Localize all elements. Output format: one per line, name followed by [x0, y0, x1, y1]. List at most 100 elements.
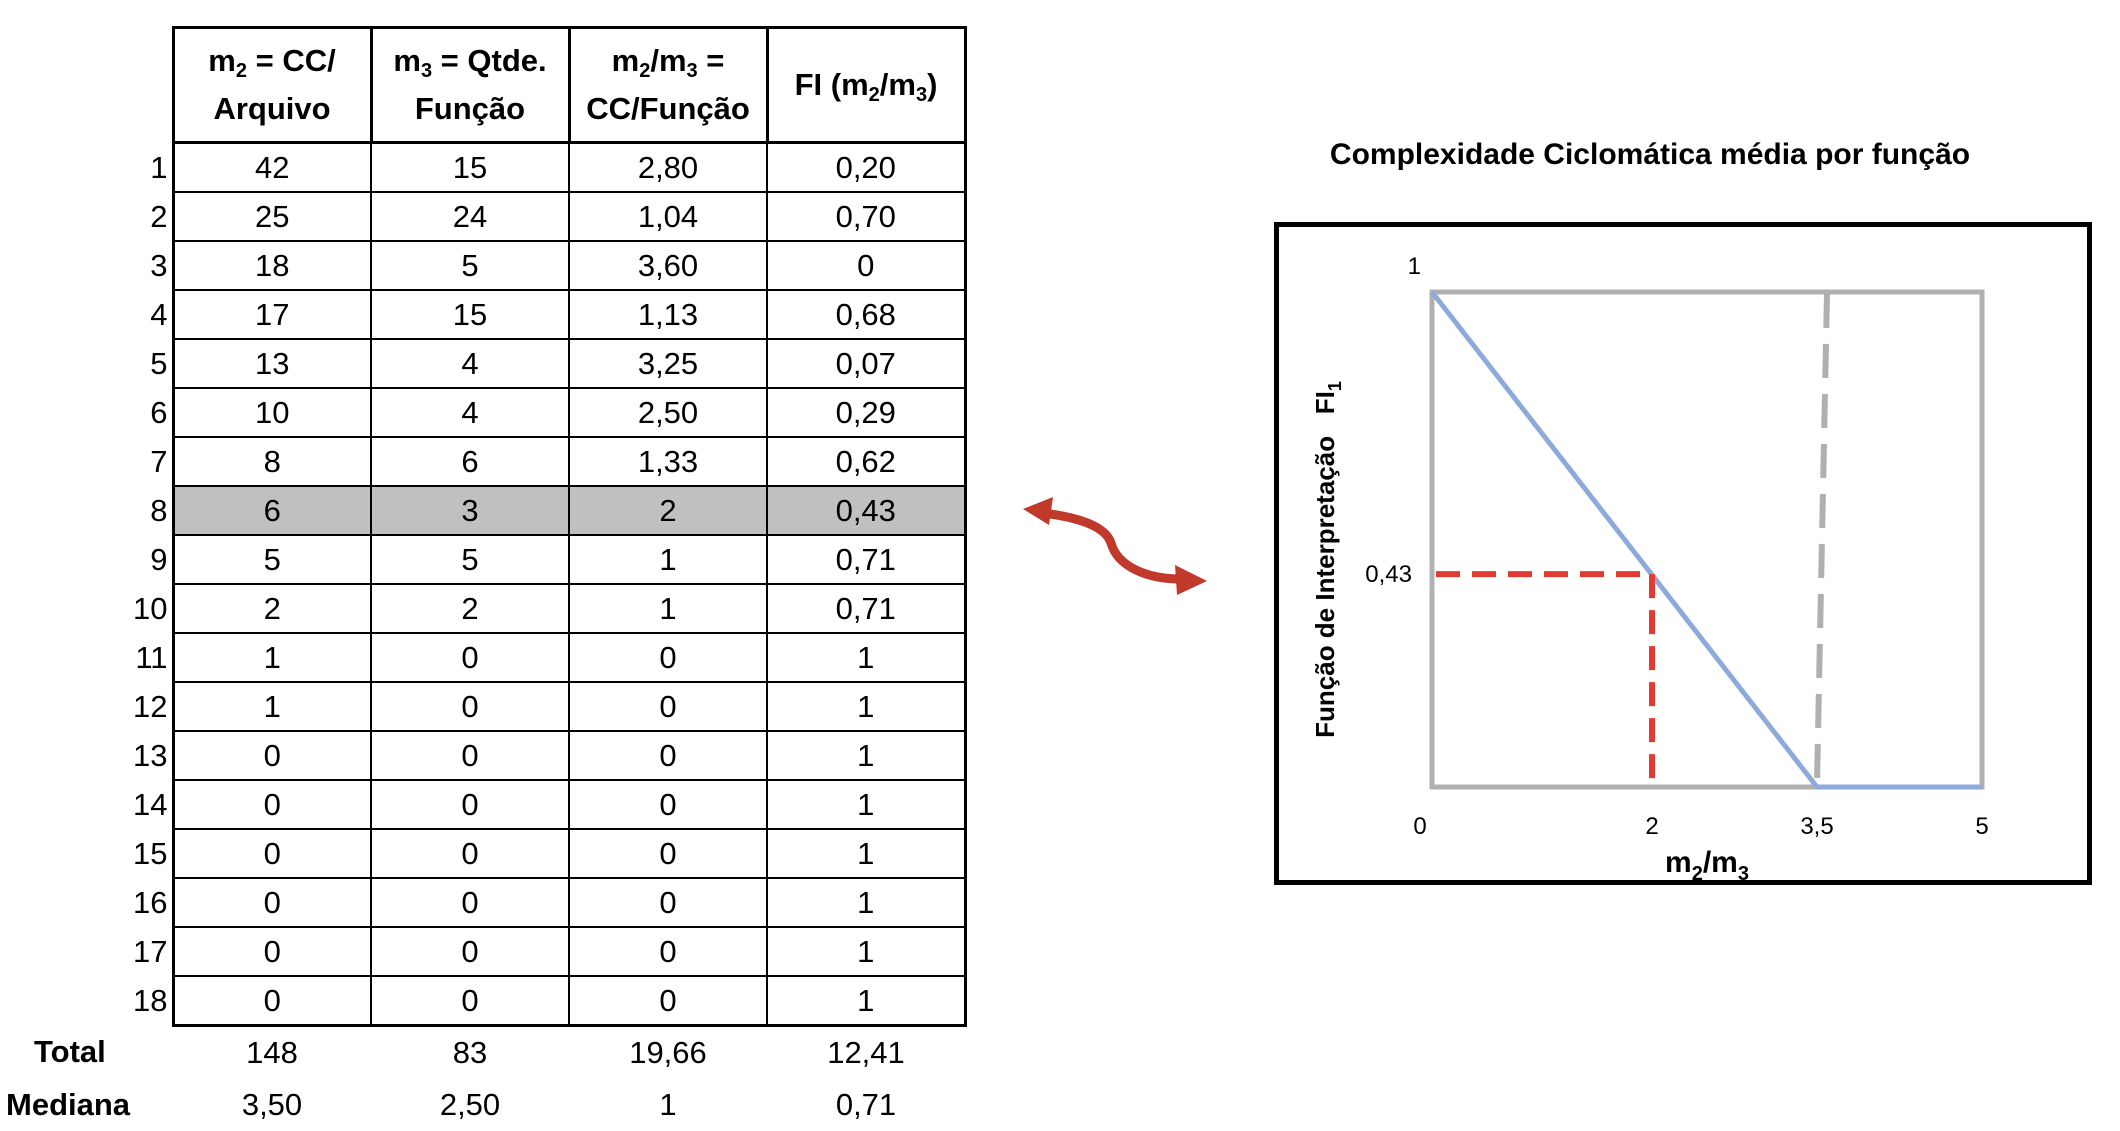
row-index: 6 — [0, 388, 173, 437]
table-cell: 1 — [767, 731, 965, 780]
row-index: 13 — [0, 731, 173, 780]
double-headed-arrow-icon — [1015, 495, 1215, 600]
footer-cell: 3,50 — [173, 1079, 371, 1131]
table-cell: 10 — [173, 388, 371, 437]
footer-cell: 2,50 — [371, 1079, 569, 1131]
x-tick-label: 3,5 — [1800, 813, 1833, 840]
table-cell: 0,29 — [767, 388, 965, 437]
table-cell: 17 — [173, 290, 371, 339]
table-cell: 0,71 — [767, 535, 965, 584]
table-cell: 1,33 — [569, 437, 767, 486]
row-index: 7 — [0, 437, 173, 486]
table-cell: 0 — [569, 878, 767, 927]
table-cell: 0,43 — [767, 486, 965, 535]
table-cell: 1 — [173, 682, 371, 731]
table-cell: 0 — [569, 829, 767, 878]
table-cell: 1 — [767, 927, 965, 976]
footer-label: Total — [0, 1026, 173, 1080]
row-index: 18 — [0, 976, 173, 1026]
table-cell: 0 — [371, 878, 569, 927]
table-cell: 8 — [173, 437, 371, 486]
table-cell: 3,25 — [569, 339, 767, 388]
footer-cell: 148 — [173, 1026, 371, 1080]
row-index: 11 — [0, 633, 173, 682]
table-cell: 15 — [371, 290, 569, 339]
table-cell: 0 — [569, 731, 767, 780]
table-cell: 0,71 — [767, 584, 965, 633]
threshold-dashed-line — [1817, 294, 1827, 783]
row-index: 8 — [0, 486, 173, 535]
table-cell: 0,20 — [767, 143, 965, 193]
table-cell: 0 — [371, 731, 569, 780]
table-cell: 0 — [371, 927, 569, 976]
table-cell: 0 — [173, 780, 371, 829]
table-cell: 1 — [173, 633, 371, 682]
table-cell: 0,70 — [767, 192, 965, 241]
table-cell: 6 — [371, 437, 569, 486]
table-cell: 15 — [371, 143, 569, 193]
arrow-head-left — [1023, 497, 1053, 525]
table-cell: 1 — [767, 878, 965, 927]
table-cell: 0 — [371, 976, 569, 1026]
row-index: 10 — [0, 584, 173, 633]
row-index: 1 — [0, 143, 173, 193]
table-cell: 2 — [371, 584, 569, 633]
footer-cell: 83 — [371, 1026, 569, 1080]
table-cell: 1 — [569, 535, 767, 584]
table-cell: 3,60 — [569, 241, 767, 290]
table-cell: 0 — [173, 927, 371, 976]
metrics-table: m2 = CC/ Arquivo m3 = Qtde. Função m2/m3… — [0, 26, 967, 1131]
table-cell: 0 — [569, 633, 767, 682]
table-cell: 25 — [173, 192, 371, 241]
table-cell: 2 — [569, 486, 767, 535]
x-tick-label: 5 — [1975, 813, 1988, 840]
y-axis-label: Função de Interpretação FI1 — [1310, 381, 1345, 738]
row-index: 5 — [0, 339, 173, 388]
footer-cell: 1 — [569, 1079, 767, 1131]
table-cell: 0,68 — [767, 290, 965, 339]
table-cell: 3 — [371, 486, 569, 535]
header-fi: FI (m2/m3) — [767, 28, 965, 143]
table-cell: 2,80 — [569, 143, 767, 193]
y-tick-label: 0,43 — [1365, 561, 1412, 588]
x-tick-label: 2 — [1645, 813, 1658, 840]
y-tick-label: 1 — [1408, 253, 1421, 280]
table-cell: 0 — [173, 829, 371, 878]
header-qtde-funcao: m3 = Qtde. Função — [371, 28, 569, 143]
table-cell: 2 — [173, 584, 371, 633]
table-cell: 1 — [767, 633, 965, 682]
table-cell: 0 — [371, 682, 569, 731]
x-tick-label: 0 — [1413, 813, 1426, 840]
footer-cell: 12,41 — [767, 1026, 965, 1080]
row-index: 16 — [0, 878, 173, 927]
arrow-curve — [1043, 513, 1185, 579]
table-cell: 5 — [371, 535, 569, 584]
table-cell: 0 — [569, 976, 767, 1026]
header-cc-arquivo: m2 = CC/ Arquivo — [173, 28, 371, 143]
table-cell: 1 — [767, 976, 965, 1026]
footer-cell: 19,66 — [569, 1026, 767, 1080]
arrow-head-right — [1175, 565, 1207, 595]
table-cell: 18 — [173, 241, 371, 290]
row-index: 4 — [0, 290, 173, 339]
metrics-table-container: m2 = CC/ Arquivo m3 = Qtde. Função m2/m3… — [0, 26, 990, 1131]
table-cell: 1 — [767, 780, 965, 829]
